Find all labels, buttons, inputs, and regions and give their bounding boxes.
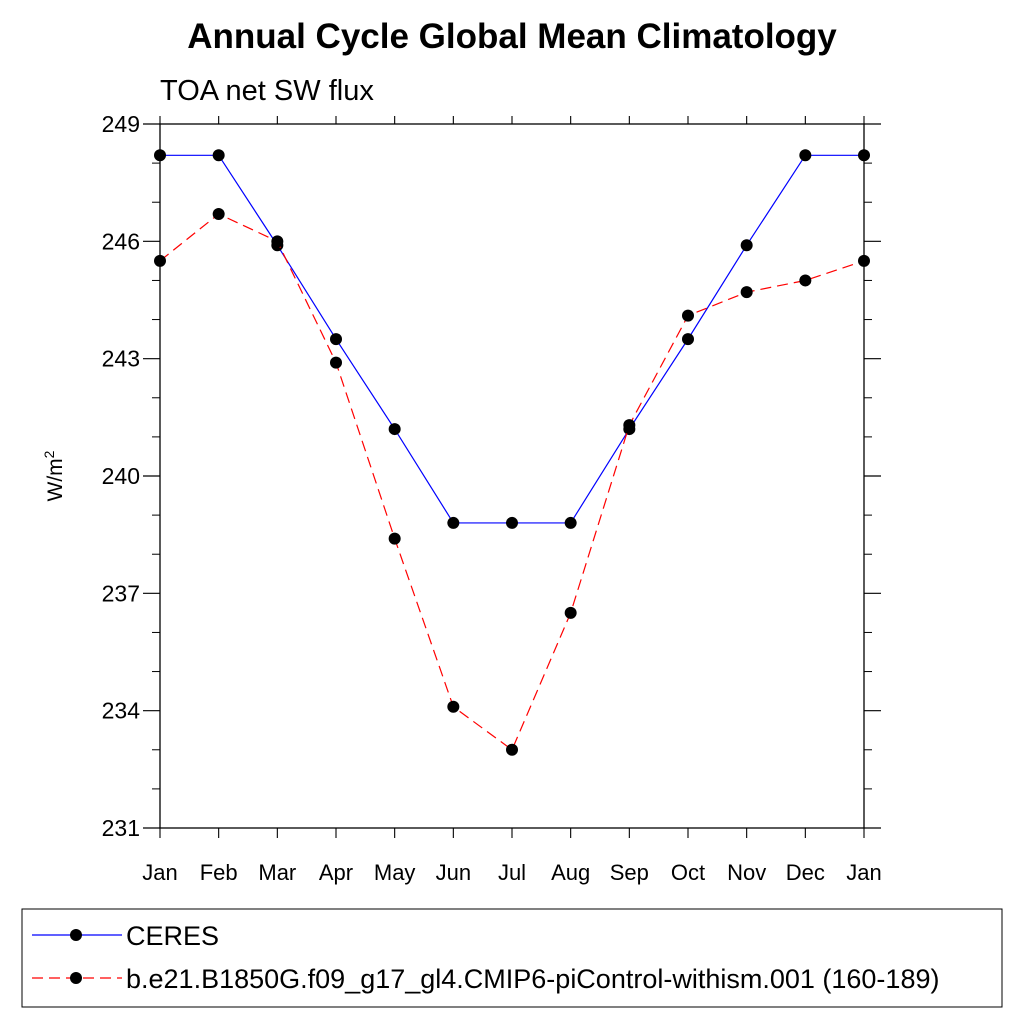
y-tick-label: 246 <box>102 228 140 254</box>
data-point <box>799 274 812 287</box>
x-tick-label: Aug <box>551 860 590 885</box>
legend-box <box>21 908 1003 1008</box>
y-tick-label: 243 <box>102 346 140 372</box>
plot-area: 231 234 237 240 243 246 249 Jan Feb Mar Apr May Jun J… <box>102 111 882 885</box>
data-point <box>740 286 753 299</box>
x-tick-label: Sep <box>610 860 649 885</box>
data-point <box>271 235 284 248</box>
data-point <box>682 333 694 346</box>
data-point <box>858 254 870 267</box>
legend: CERES b.e21.B1850G.f09_g17_gl4.CMIP6-piCo… <box>21 908 1003 1008</box>
series-line <box>159 213 865 751</box>
data-point <box>212 149 225 162</box>
data-point <box>388 423 401 436</box>
data-point <box>623 419 636 432</box>
data-point <box>564 516 577 529</box>
data-point <box>564 606 577 619</box>
x-tick-label: Apr <box>319 860 353 885</box>
data-point <box>154 254 166 267</box>
x-tick-label: Jul <box>498 860 526 885</box>
legend-marker <box>70 929 82 941</box>
x-tick-label: May <box>374 860 416 885</box>
data-point <box>799 149 812 162</box>
y-axis-label-text: W/m <box>44 458 67 501</box>
y-tick-label: 237 <box>102 580 140 606</box>
legend-marker <box>70 972 82 984</box>
x-tick-label: Nov <box>727 860 766 885</box>
data-point <box>447 516 460 529</box>
x-tick-label: Oct <box>671 860 705 885</box>
x-tick-label: Feb <box>200 860 238 885</box>
data-point <box>330 356 342 369</box>
y-tick-label: 249 <box>102 111 140 137</box>
y-axis-label: W/m2 <box>41 450 67 501</box>
data-point <box>388 532 401 545</box>
chart-subtitle: TOA net SW flux <box>160 75 374 107</box>
x-tick-label: Dec <box>786 860 825 885</box>
x-tick-label: Jan <box>846 860 881 885</box>
data-point <box>682 309 694 322</box>
legend-label: CERES <box>126 921 219 951</box>
data-point <box>447 700 460 713</box>
chart-title: Annual Cycle Global Mean Climatology <box>187 17 837 56</box>
x-tick-label: Jan <box>142 860 177 885</box>
x-tick-label: Mar <box>258 860 296 885</box>
series-layer <box>154 149 870 756</box>
data-point <box>330 333 342 346</box>
series-line <box>160 154 864 524</box>
data-point <box>858 149 870 162</box>
data-point <box>506 516 518 529</box>
data-point <box>506 743 518 756</box>
y-tick-label: 234 <box>102 698 141 724</box>
data-point <box>212 207 225 220</box>
svg-text:W/m2: W/m2 <box>41 450 67 501</box>
plot-frame <box>159 123 865 829</box>
y-tick-label: 240 <box>102 463 140 489</box>
series-1 <box>154 207 870 756</box>
data-point <box>740 239 753 252</box>
legend-label: b.e21.B1850G.f09_g17_gl4.CMIP6-piControl… <box>126 964 939 994</box>
data-point <box>154 149 166 162</box>
y-axis-label-superscript: 2 <box>41 450 57 458</box>
y-tick-label: 231 <box>102 815 140 841</box>
x-tick-label: Jun <box>436 860 471 885</box>
series-0 <box>154 149 870 529</box>
